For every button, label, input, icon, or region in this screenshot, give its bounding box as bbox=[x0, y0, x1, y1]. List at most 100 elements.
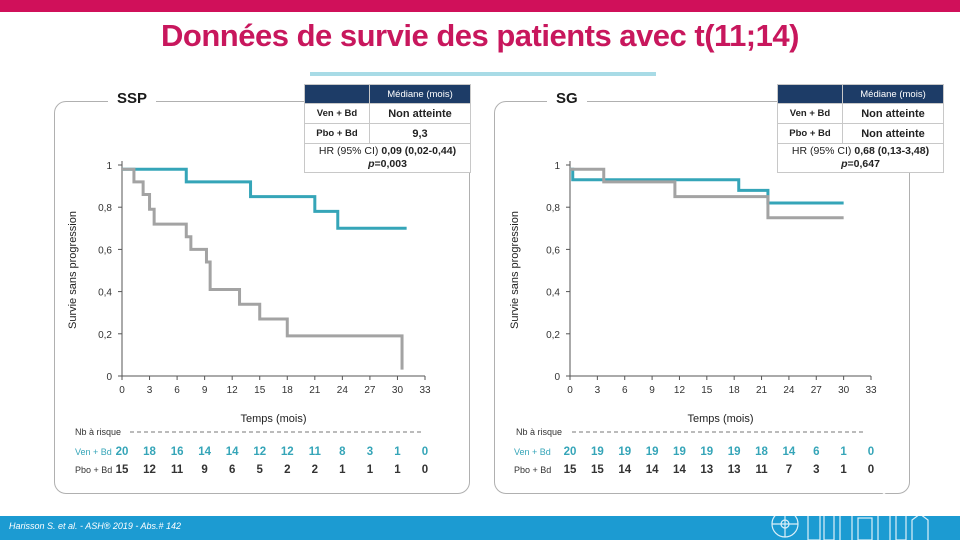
ssp-at-risk-value: 14 bbox=[226, 446, 239, 458]
ssp-at-risk-value: 20 bbox=[116, 446, 129, 458]
sg-at-risk-value: 13 bbox=[728, 464, 741, 476]
ssp-at-risk-value: 1 bbox=[394, 446, 401, 458]
sg-at-risk-title: Nb à risque bbox=[516, 427, 562, 437]
sg-x-tick-label: 12 bbox=[674, 385, 686, 396]
sg-at-risk-label: Pbo + Bd bbox=[514, 465, 551, 475]
sg-at-risk-value: 1 bbox=[840, 446, 847, 458]
ssp-at-risk-value: 5 bbox=[257, 464, 264, 476]
sg-at-risk-value: 20 bbox=[564, 446, 577, 458]
ssp-at-risk-value: 9 bbox=[201, 464, 207, 476]
sg-curve-pbo-bd bbox=[570, 167, 844, 220]
table-header: Médiane (mois) bbox=[842, 84, 944, 104]
table-row-label: Ven + Bd bbox=[777, 103, 843, 124]
sg-x-tick-label: 3 bbox=[595, 385, 601, 396]
ssp-y-axis-title: Survie sans progression bbox=[67, 211, 79, 329]
ssp-at-risk-value: 2 bbox=[312, 464, 318, 476]
sg-at-risk-value: 13 bbox=[700, 464, 713, 476]
sg-panel-label: SG bbox=[547, 90, 587, 107]
ssp-at-risk-value: 12 bbox=[253, 446, 266, 458]
ssp-at-risk-value: 18 bbox=[143, 446, 156, 458]
hr-prefix: HR (95% CI) bbox=[791, 145, 855, 157]
ssp-at-risk-value: 11 bbox=[309, 446, 322, 458]
sg-at-risk-value: 11 bbox=[755, 464, 768, 476]
sg-y-tick-label: 0,8 bbox=[546, 203, 560, 214]
table-row-value: Non atteinte bbox=[842, 103, 944, 124]
ssp-y-tick-label: 0,2 bbox=[98, 330, 112, 341]
ssp-at-risk-title: Nb à risque bbox=[75, 427, 121, 437]
ssp-panel-label: SSP bbox=[108, 90, 157, 107]
hr-value: 0,09 (0,02-0,44) bbox=[381, 145, 457, 157]
ssp-at-risk-label: Ven + Bd bbox=[75, 447, 112, 457]
ssp-x-tick-label: 6 bbox=[174, 385, 180, 396]
ssp-at-risk-value: 1 bbox=[339, 464, 346, 476]
ssp-y-tick-label: 0 bbox=[106, 372, 112, 383]
title-underline bbox=[310, 72, 656, 76]
table-corner bbox=[304, 84, 370, 104]
sg-x-tick-label: 33 bbox=[865, 385, 877, 396]
sg-x-tick-label: 18 bbox=[729, 385, 741, 396]
ssp-x-tick-label: 3 bbox=[147, 385, 153, 396]
sg-at-risk-value: 7 bbox=[786, 464, 792, 476]
ssp-at-risk-value: 0 bbox=[422, 446, 428, 458]
ssp-at-risk-value: 12 bbox=[281, 446, 294, 458]
sg-x-tick-label: 15 bbox=[701, 385, 713, 396]
hazard-ratio-cell: HR (95% CI) 0,68 (0,13-3,48) p=0,647 bbox=[777, 143, 944, 173]
p-value: =0,647 bbox=[847, 158, 880, 170]
sg-y-tick-label: 0 bbox=[554, 372, 560, 383]
ssp-y-tick-label: 0,8 bbox=[98, 203, 112, 214]
table-row-value: 9,3 bbox=[369, 123, 471, 144]
ssp-at-risk-value: 3 bbox=[367, 446, 373, 458]
p-value: =0,003 bbox=[374, 158, 407, 170]
ssp-at-risk-value: 1 bbox=[367, 464, 374, 476]
sg-at-risk-value: 19 bbox=[700, 446, 713, 458]
footer-citation: Harisson S. et al. - ASH® 2019 - Abs.# 1… bbox=[9, 521, 182, 531]
sg-y-tick-label: 0,6 bbox=[546, 245, 560, 256]
sg-at-risk-value: 14 bbox=[618, 464, 631, 476]
table-corner bbox=[777, 84, 843, 104]
sg-at-risk-value: 18 bbox=[755, 446, 768, 458]
sg-at-risk-value: 6 bbox=[813, 446, 819, 458]
ssp-x-tick-label: 12 bbox=[227, 385, 239, 396]
sg-y-tick-label: 0,2 bbox=[546, 330, 560, 341]
sg-x-tick-label: 6 bbox=[622, 385, 628, 396]
ssp-x-axis-title: Temps (mois) bbox=[240, 413, 306, 425]
sg-at-risk-value: 14 bbox=[673, 464, 686, 476]
hr-prefix: HR (95% CI) bbox=[318, 145, 382, 157]
ssp-x-tick-label: 24 bbox=[337, 385, 349, 396]
ssp-x-tick-label: 33 bbox=[419, 385, 431, 396]
ssp-at-risk-label: Pbo + Bd bbox=[75, 465, 112, 475]
sg-at-risk-value: 19 bbox=[728, 446, 741, 458]
ssp-x-tick-label: 30 bbox=[392, 385, 404, 396]
sg-at-risk-value: 15 bbox=[564, 464, 577, 476]
sg-x-tick-label: 21 bbox=[756, 385, 768, 396]
sg-x-tick-label: 27 bbox=[811, 385, 823, 396]
sg-y-tick-label: 1 bbox=[554, 161, 560, 172]
table-row-label: Pbo + Bd bbox=[777, 123, 843, 144]
ssp-at-risk-value: 11 bbox=[171, 464, 184, 476]
ssp-x-tick-label: 18 bbox=[282, 385, 294, 396]
top-accent-bar bbox=[0, 0, 960, 12]
table-row-label: Pbo + Bd bbox=[304, 123, 370, 144]
ssp-at-risk-value: 14 bbox=[198, 446, 211, 458]
city-skyline-icon bbox=[771, 490, 929, 540]
ssp-at-risk-value: 6 bbox=[229, 464, 235, 476]
hr-value: 0,68 (0,13-3,48) bbox=[854, 145, 930, 157]
sg-y-tick-label: 0,4 bbox=[546, 288, 560, 299]
ssp-x-tick-label: 27 bbox=[364, 385, 376, 396]
sg-at-risk-value: 0 bbox=[868, 446, 874, 458]
sg-y-axis-title: Survie sans progression bbox=[509, 211, 521, 329]
ssp-at-risk-value: 8 bbox=[339, 446, 346, 458]
footer-bar: Harisson S. et al. - ASH® 2019 - Abs.# 1… bbox=[0, 490, 960, 540]
sg-at-risk-value: 19 bbox=[673, 446, 686, 458]
sg-at-risk-value: 0 bbox=[868, 464, 874, 476]
ssp-at-risk-value: 0 bbox=[422, 464, 428, 476]
sg-x-tick-label: 30 bbox=[838, 385, 850, 396]
p-label: p bbox=[841, 158, 848, 170]
ssp-curve-pbo-bd bbox=[122, 167, 404, 370]
ssp-y-tick-label: 0,6 bbox=[98, 245, 112, 256]
ssp-curve-ven-bd bbox=[122, 167, 407, 230]
table-row-value: Non atteinte bbox=[369, 103, 471, 124]
sg-x-axis-title: Temps (mois) bbox=[687, 413, 753, 425]
ssp-x-tick-label: 9 bbox=[202, 385, 208, 396]
